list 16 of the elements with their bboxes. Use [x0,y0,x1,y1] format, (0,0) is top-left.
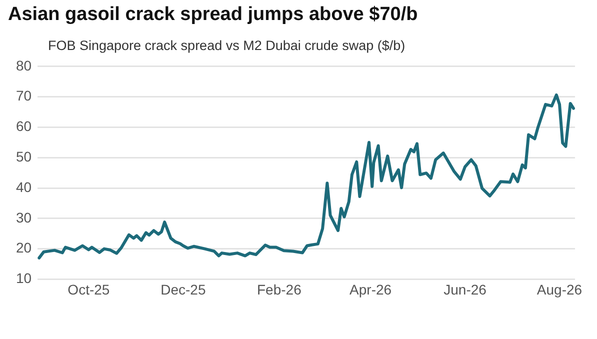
y-tick-label: 20 [16,240,32,256]
y-tick-label: 80 [16,57,32,74]
x-tick-label: Apr-26 [350,281,392,298]
x-tick-label: Jun-26 [444,281,487,298]
x-tick-label: Dec-25 [160,281,206,298]
y-tick-label: 50 [16,148,32,164]
x-tick-label: Aug-26 [536,281,582,298]
y-tick-label: 60 [16,118,32,134]
y-tick-label: 30 [16,209,32,226]
x-tick-label: Feb-26 [257,281,302,298]
y-tick-label: 40 [16,178,32,195]
chart-subtitle: FOB Singapore crack spread vs M2 Dubai crude swap ($/b) [48,38,406,53]
y-tick-label: 70 [16,88,32,104]
chart-title: Asian gasoil crack spread jumps above $70/b [8,4,418,26]
x-tick-label: Oct-25 [68,281,110,298]
y-tick-label: 10 [16,270,32,286]
